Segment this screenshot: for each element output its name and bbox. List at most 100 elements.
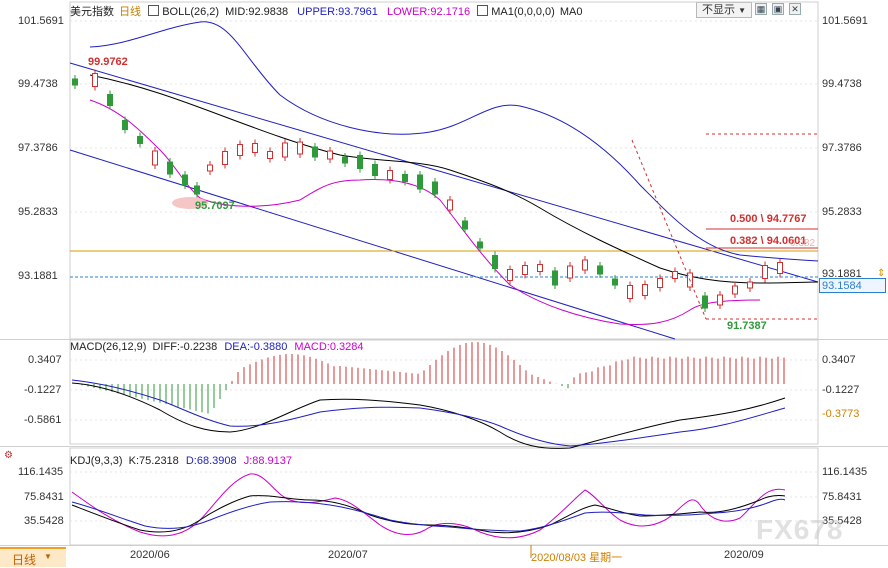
channel-upper-line[interactable] [69,62,819,283]
candle-body [612,278,618,286]
candle-body [137,136,143,144]
candle-body [747,281,753,289]
candle-body [152,150,158,166]
boll-mid-line [89,74,819,284]
macd-axis-2: -0.5861 [24,414,62,426]
macd-dea: DEA:-0.3880 [224,341,288,353]
chart-header: 美元指数 日线 BOLL(26,2) MID:92.9838 UPPER:93.… [70,3,583,19]
settings-icon[interactable]: ⚙ [4,450,13,461]
period-link[interactable]: 日线 [119,6,142,18]
hide-button-label: 不显示 [702,4,735,16]
cursor-date-label: 2020/08/03 星期一 [531,552,623,564]
kdj-axis-right-1: 75.8431 [822,491,862,503]
current-price-arrow-icon: ⇕ [877,268,886,279]
macd-right-value: -0.3773 [822,408,860,420]
candle-body [252,143,258,153]
kdj-k-line [71,495,786,534]
candle-body [672,271,678,279]
kdj-axis-right-2: 35.5428 [822,515,862,527]
kdj-d-line [71,498,786,532]
candle-body [732,285,738,295]
close-icon[interactable]: ✕ [789,3,801,15]
fib-500-label: 0.500 \ 94.7767 [730,213,807,225]
candle-body [567,265,573,279]
expand-icon[interactable]: ▣ [772,3,784,15]
macd-dea-line [71,379,786,447]
kdj-axis-right-0: 116.1435 [822,466,868,478]
candle-body [447,199,453,211]
candle-body [122,120,128,130]
candle-body [762,265,768,279]
ma-label: MA1(0,0,0,0) [491,6,555,18]
macd-diff: DIFF:-0.2238 [152,341,218,353]
main-axis-left-2: 97.3786 [18,142,58,154]
macd-label: MACD(26,12,9) [70,341,147,353]
candle-body [107,94,113,106]
kdj-d: D:68.3908 [185,455,237,467]
candle-body [312,146,318,158]
boll-upper: UPPER:93.7961 [297,6,378,18]
current-price-tag: 93.1584 [819,278,886,293]
boll-label: BOLL(26,2) [162,6,220,18]
candle-body [194,185,200,195]
main-axis-left-3: 95.2833 [18,206,58,218]
boll-icon[interactable] [148,5,160,16]
candle-body [477,241,483,249]
candle-body [537,264,543,272]
kdj-axis-0: 116.1435 [18,466,64,478]
candle-body [267,151,273,159]
candle-body [297,141,303,155]
candle-body [182,174,188,186]
candle-body [597,265,603,275]
low-left-label: 95.7097 [195,200,235,212]
candle-body [492,255,498,269]
main-axis-left-0: 101.5691 [18,15,64,27]
date-label-1: 2020/07 [328,549,368,561]
candle-body [207,164,213,172]
period-tab[interactable]: 日线 ▼ [0,547,66,567]
boll-lower: LOWER:92.1716 [386,6,471,18]
candle-body [462,220,468,230]
symbol-title: 美元指数 [70,6,114,18]
main-axis-right-0: 101.5691 [822,15,868,27]
macd-axis-0: 0.3407 [28,354,62,366]
candle-body [432,181,438,195]
candle-body [372,164,378,176]
kdj-header: KDJ(9,3,3) K:75.2318 D:68.3908 J:88.9137 [70,455,292,467]
macd-histogram [81,342,785,414]
candle-body [417,174,423,190]
candle-body [357,155,363,169]
date-label-2: 2020/09 [724,549,764,561]
low-right-label: 91.7387 [727,320,767,332]
grid-icon[interactable]: ▦ [755,3,767,15]
macd-value: MACD:0.3284 [294,341,364,353]
main-axis-right-4: 93.1881 [822,268,862,280]
chevron-down-icon: ▼ [738,6,746,15]
hide-button[interactable]: 不显示 ▼ [696,2,752,18]
candle-body [717,294,723,306]
candle-body [657,278,663,288]
main-axis-right-1: 99.4738 [822,78,862,90]
channel-lower-line[interactable] [69,149,676,340]
kdj-j-line [71,473,786,539]
candle-body [237,144,243,156]
ma-value: MA0 [559,6,583,18]
boll-mid: MID:92.9838 [225,6,289,18]
main-axis-right-2: 97.3786 [822,142,862,154]
macd-axis-right-0: 0.3407 [822,354,856,366]
chevron-down-icon: ▼ [44,552,52,561]
macd-axis-1: -0.1227 [24,384,62,396]
high-label: 99.9762 [88,56,128,68]
ma-icon[interactable] [477,5,489,16]
candle-body [402,174,408,182]
candle-body [167,161,173,175]
fib-382-ghost-label: 0.382 [790,238,816,249]
candle-body [552,270,558,286]
kdj-axis-2: 35.5428 [24,515,64,527]
macd-header: MACD(26,12,9) DIFF:-0.2238 DEA:-0.3880 M… [70,341,364,353]
candle-body [522,265,528,275]
kdj-k: K:75.2318 [128,455,179,467]
date-label-0: 2020/06 [130,549,170,561]
period-tab-label: 日线 [12,553,37,567]
